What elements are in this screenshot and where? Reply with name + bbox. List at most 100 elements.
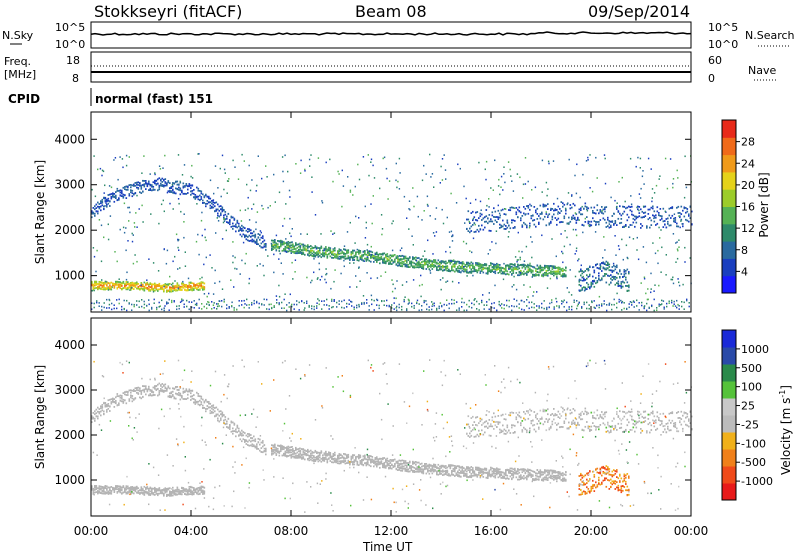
power-cell-negative-burst	[607, 263, 609, 265]
power-cell-high-late	[586, 206, 588, 208]
power-speckle	[368, 174, 370, 177]
power-cell-low-strong	[127, 281, 129, 283]
power-cell-main-band	[341, 251, 344, 253]
power-speckle	[232, 241, 234, 243]
power-cell-early-arc	[265, 245, 267, 248]
power-cell-main-band	[370, 250, 372, 253]
power-cell-high-late	[518, 206, 521, 209]
power-cell-high-late	[520, 211, 522, 214]
power-low-fringe	[133, 303, 135, 306]
power-cell-main-band	[296, 243, 299, 246]
power-low-fringe	[293, 308, 295, 310]
velocity-cell-main-band	[475, 466, 477, 469]
power-cell-negative-burst	[580, 274, 582, 277]
power-cell-main-band	[562, 273, 564, 275]
power-cell-main-band	[401, 262, 404, 265]
power-low-fringe	[256, 300, 258, 303]
power-speckle	[338, 252, 340, 254]
power-cell-main-band	[391, 263, 393, 265]
power-cell-early-arc	[167, 190, 170, 193]
power-marks	[91, 153, 693, 312]
power-cell-early-arc	[226, 221, 228, 223]
power-speckle	[519, 258, 521, 261]
power-cell-main-band	[370, 255, 372, 258]
power-cell-high-late	[686, 210, 689, 213]
power-cell-low-strong	[182, 286, 185, 289]
power-speckle	[441, 158, 444, 160]
power-cell-main-band	[281, 249, 284, 252]
velocity-cell-main-band	[286, 446, 288, 449]
power-speckle	[255, 221, 257, 224]
velocity-cell-main-band	[272, 450, 275, 453]
velocity-cell-main-band	[325, 451, 327, 453]
power-cell-main-band	[344, 249, 347, 251]
power-cell-main-band	[418, 257, 420, 259]
power-low-fringe	[516, 299, 518, 302]
power-cell-main-band	[281, 243, 284, 246]
power-cell-low-strong	[187, 289, 189, 292]
power-cell-high-late	[505, 225, 507, 227]
power-speckle	[283, 217, 286, 220]
power-low-fringe	[671, 301, 673, 304]
power-low-fringe	[96, 300, 98, 302]
power-cell-low-strong	[119, 283, 122, 286]
power-cell-main-band	[562, 270, 564, 272]
power-low-fringe	[131, 309, 133, 311]
power-speckle	[282, 170, 284, 173]
power-cell-main-band	[557, 266, 560, 269]
power-cell-main-band	[559, 268, 561, 271]
power-cell-high-late	[509, 209, 512, 212]
power-cell-early-arc	[236, 226, 239, 229]
power-cell-high-late	[505, 213, 507, 216]
power-speckle	[239, 209, 241, 212]
power-cell-high-late	[608, 220, 611, 223]
power-speckle	[657, 262, 659, 265]
power-cell-low-strong	[188, 286, 191, 289]
velocity-cell-main-band	[412, 460, 414, 463]
power-cell-negative-burst	[581, 276, 584, 279]
power-low-fringe	[206, 303, 208, 305]
velocity-cell-main-band	[446, 466, 449, 469]
velocity-cell-main-band	[295, 446, 297, 449]
power-low-fringe	[181, 300, 183, 302]
power-cell-main-band	[545, 266, 548, 268]
power-speckle	[387, 198, 389, 200]
power-cell-negative-burst	[589, 273, 591, 276]
velocity-cell-main-band	[424, 463, 426, 465]
power-cell-high-late	[622, 205, 624, 208]
power-cell-early-arc	[140, 192, 143, 194]
power-speckle	[224, 172, 226, 174]
power-speckle	[184, 251, 186, 253]
power-low-fringe	[458, 307, 460, 309]
power-speckle	[664, 210, 666, 213]
power-cell-high-late	[527, 205, 530, 207]
power-speckle	[475, 198, 477, 201]
power-cell-negative-burst	[605, 260, 608, 263]
velocity-cell-main-band	[352, 454, 354, 456]
velocity-cell-main-band	[383, 466, 386, 469]
power-cell-early-arc	[197, 187, 200, 190]
power-cell-main-band	[400, 265, 402, 267]
power-cell-main-band	[428, 260, 431, 263]
velocity-cell-main-band	[335, 459, 338, 462]
power-speckle	[397, 180, 399, 183]
power-speckle	[669, 158, 672, 160]
velocity-cell-main-band	[331, 456, 333, 459]
power-cell-early-arc	[262, 240, 264, 243]
power-cell-early-arc	[260, 236, 263, 239]
power-speckle	[658, 284, 660, 287]
power-cell-early-arc	[139, 184, 141, 187]
velocity-cell-main-band	[442, 474, 444, 476]
power-cell-main-band	[446, 269, 449, 272]
power-low-fringe	[171, 299, 173, 302]
power-cell-main-band	[397, 256, 399, 258]
power-cell-main-band	[326, 255, 329, 258]
power-cell-high-late	[665, 218, 668, 220]
power-cell-high-late	[584, 221, 587, 223]
power-cell-low-strong	[136, 283, 138, 286]
velocity-cell-main-band	[470, 466, 473, 468]
power-cell-high-late	[530, 204, 533, 207]
power-speckle	[123, 299, 125, 302]
power-cell-main-band	[446, 265, 449, 267]
power-low-fringe	[406, 309, 408, 312]
